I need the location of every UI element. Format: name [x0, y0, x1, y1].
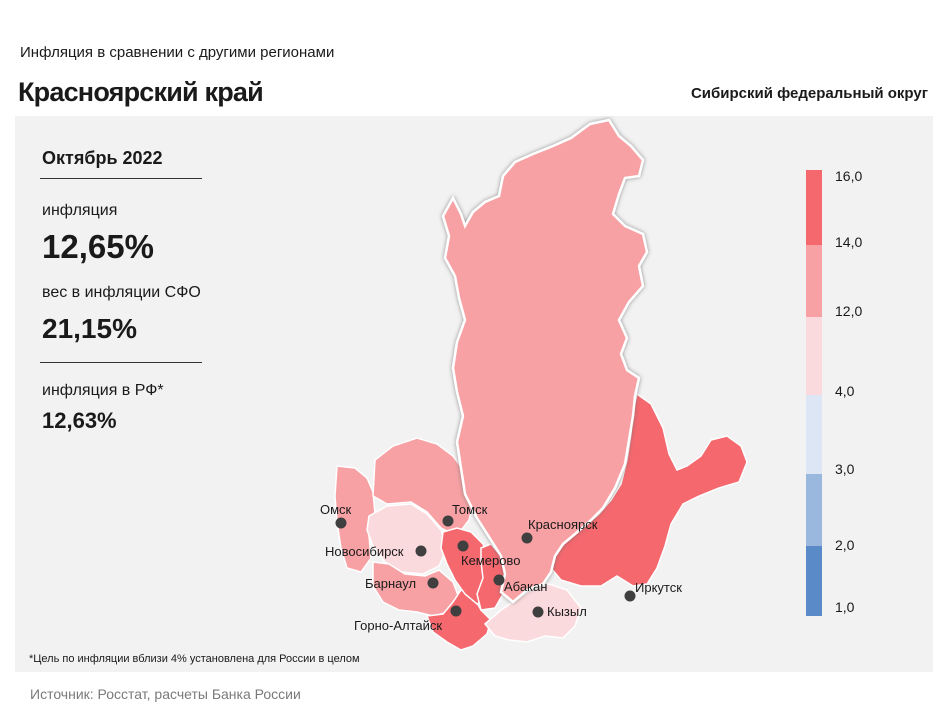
scale-tick: 12,0 [835, 303, 863, 319]
city-dot [624, 590, 636, 602]
city-tomsk: Томск [442, 502, 488, 527]
weight-label: вес в инфляции СФО [42, 284, 201, 301]
city-barnaul: Барнаул [365, 576, 439, 591]
scale-tick: 2,0 [835, 537, 855, 553]
city-dot [457, 540, 469, 552]
source-note: Источник: Росстат, расчеты Банка России [30, 686, 301, 702]
color-scale [806, 170, 822, 616]
scale-segment [806, 474, 822, 546]
city-label: Барнаул [365, 576, 416, 591]
info-panel: Октябрь 2022 инфляция 12,65% вес в инфля… [15, 116, 933, 672]
city-kyzyl: Кызыл [532, 604, 587, 619]
chart-subtitle: Инфляция в сравнении с другими регионами [20, 44, 335, 61]
scale-tick: 3,0 [835, 461, 855, 477]
scale-tick: 1,0 [835, 599, 855, 615]
rf-inflation-label: инфляция в РФ* [42, 382, 164, 399]
city-dot [427, 577, 439, 589]
scale-tick: 16,0 [835, 168, 863, 184]
city-gorno-altaysk: Горно-Алтайск [354, 605, 462, 633]
city-label: Кемерово [461, 553, 520, 568]
city-dot [335, 517, 347, 529]
city-dot [442, 515, 454, 527]
inflation-value: 12,65% [42, 228, 154, 265]
region-title: Красноярский край [18, 77, 264, 107]
period-label: Октябрь 2022 [42, 148, 163, 168]
city-label: Кызыл [547, 604, 587, 619]
region-tomsk[interactable] [372, 437, 476, 537]
city-abakan: Абакан [493, 574, 547, 594]
city-dot [532, 606, 544, 618]
city-dot [493, 574, 505, 586]
rf-inflation-value: 12,63% [42, 408, 117, 433]
scale-segment [806, 546, 822, 616]
scale-segment [806, 317, 822, 395]
city-omsk: Омск [320, 502, 352, 529]
city-label: Горно-Алтайск [354, 618, 442, 633]
scale-segment [806, 170, 822, 245]
city-label: Красноярск [528, 517, 598, 532]
city-kemerovo: Кемерово [457, 540, 520, 568]
city-dot [521, 532, 533, 544]
weight-value: 21,15% [42, 313, 137, 344]
city-label: Томск [452, 502, 488, 517]
regions-map: Омск Томск Красноярск Новосибирск Кемеро… [320, 118, 748, 651]
region-novosibirsk[interactable] [366, 503, 448, 575]
inflation-label: инфляция [42, 202, 118, 219]
scale-segment [806, 395, 822, 474]
scale-tick: 14,0 [835, 234, 863, 250]
city-dot [415, 545, 427, 557]
city-irkutsk: Иркутск [624, 580, 682, 602]
city-label: Иркутск [635, 580, 682, 595]
city-dot [450, 605, 462, 617]
city-novosibirsk: Новосибирск [325, 544, 427, 559]
city-label: Омск [320, 502, 352, 517]
city-label: Новосибирск [325, 544, 404, 559]
footnote: *Цель по инфляции вблизи 4% установлена … [29, 653, 360, 665]
divider [40, 362, 202, 363]
city-label: Абакан [504, 579, 547, 594]
scale-tick: 4,0 [835, 383, 855, 399]
scale-segment [806, 245, 822, 317]
region-krasnoyarsk[interactable] [441, 118, 649, 604]
federal-district: Сибирский федеральный округ [690, 85, 928, 102]
divider [40, 178, 202, 179]
city-krasnoyarsk: Красноярск [521, 517, 598, 544]
